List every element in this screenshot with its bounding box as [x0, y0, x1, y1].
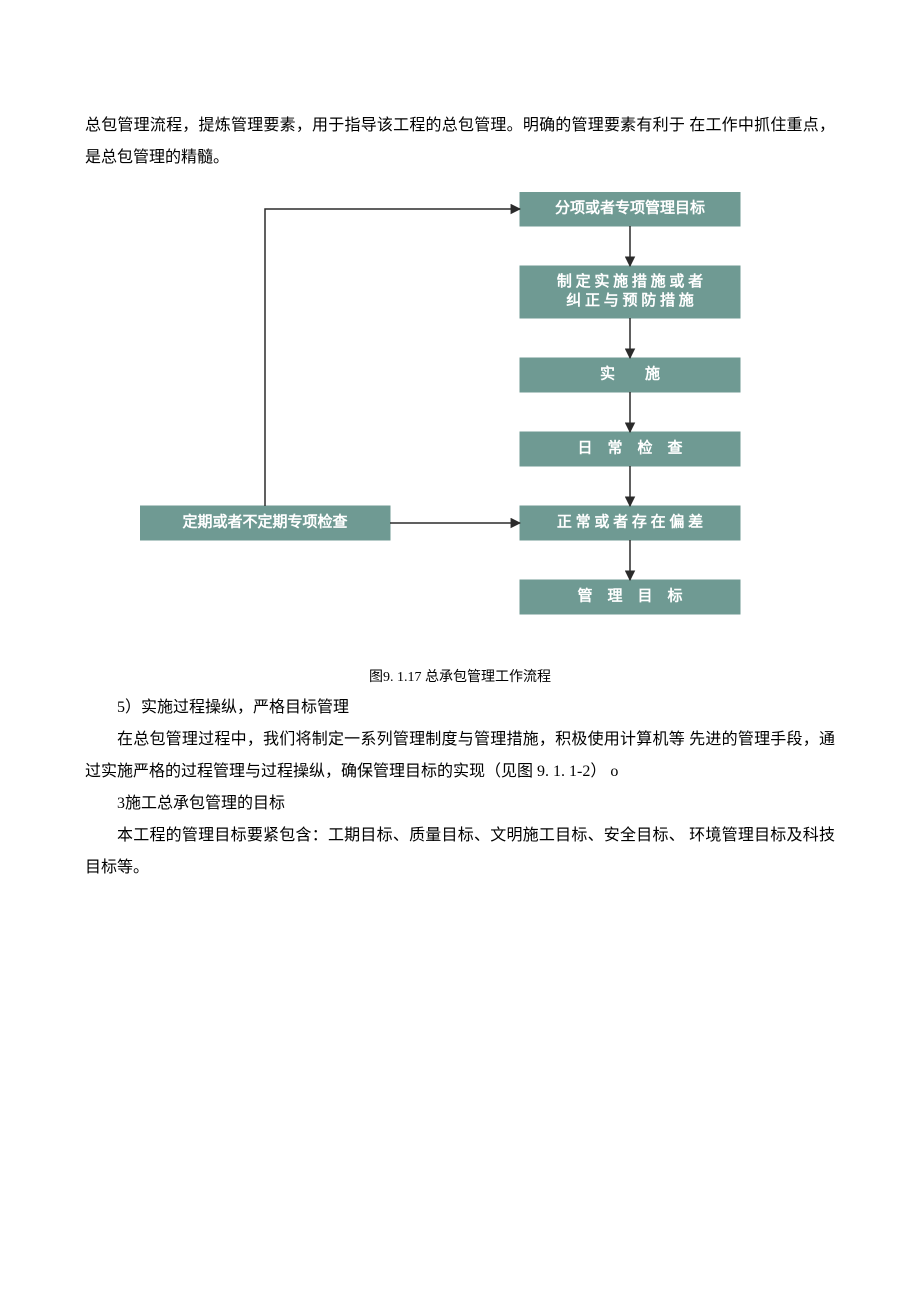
flow-node-n5: 正 常 或 者 存 在 偏 差	[520, 506, 740, 540]
paragraph-3-body: 本工程的管理目标要紧包含：工期目标、质量目标、文明施工目标、安全目标、 环境管理…	[85, 820, 835, 884]
svg-text:定期或者不定期专项检查: 定期或者不定期专项检查	[182, 512, 348, 530]
paragraph-5-title: 5）实施过程操纵，严格目标管理	[85, 692, 835, 724]
flowchart-svg: 分项或者专项管理目标制 定 实 施 措 施 或 者纠 正 与 预 防 措 施实 …	[140, 192, 780, 662]
flow-node-n1: 分项或者专项管理目标	[520, 192, 740, 226]
svg-text:正 常 或 者 存 在 偏 差: 正 常 或 者 存 在 偏 差	[557, 512, 703, 530]
flow-node-n3: 实 施	[520, 358, 740, 392]
svg-text:实 施: 实 施	[600, 364, 660, 382]
flow-feedback	[265, 209, 520, 506]
svg-text:纠 正 与 预 防 措 施: 纠 正 与 预 防 措 施	[566, 291, 694, 309]
flow-node-side: 定期或者不定期专项检查	[140, 506, 390, 540]
svg-text:日 常 检 查: 日 常 检 查	[577, 438, 683, 456]
flow-node-n4: 日 常 检 查	[520, 432, 740, 466]
svg-text:分项或者专项管理目标: 分项或者专项管理目标	[555, 198, 705, 216]
paragraph-intro: 总包管理流程，提炼管理要素，用于指导该工程的总包管理。明确的管理要素有利于 在工…	[85, 110, 835, 174]
flowchart-container: 分项或者专项管理目标制 定 实 施 措 施 或 者纠 正 与 预 防 措 施实 …	[85, 192, 835, 686]
paragraph-3-title: 3施工总承包管理的目标	[85, 788, 835, 820]
svg-text:制 定 实 施 措 施 或 者: 制 定 实 施 措 施 或 者	[557, 272, 703, 290]
flow-node-n2: 制 定 实 施 措 施 或 者纠 正 与 预 防 措 施	[520, 266, 740, 318]
figure-caption: 图9. 1.17 总承包管理工作流程	[369, 666, 551, 686]
page-container: 总包管理流程，提炼管理要素，用于指导该工程的总包管理。明确的管理要素有利于 在工…	[0, 0, 920, 944]
svg-text:管 理 目 标: 管 理 目 标	[577, 586, 682, 604]
paragraph-5-body: 在总包管理过程中，我们将制定一系列管理制度与管理措施，积极使用计算机等 先进的管…	[85, 724, 835, 788]
flow-node-n6: 管 理 目 标	[520, 580, 740, 614]
